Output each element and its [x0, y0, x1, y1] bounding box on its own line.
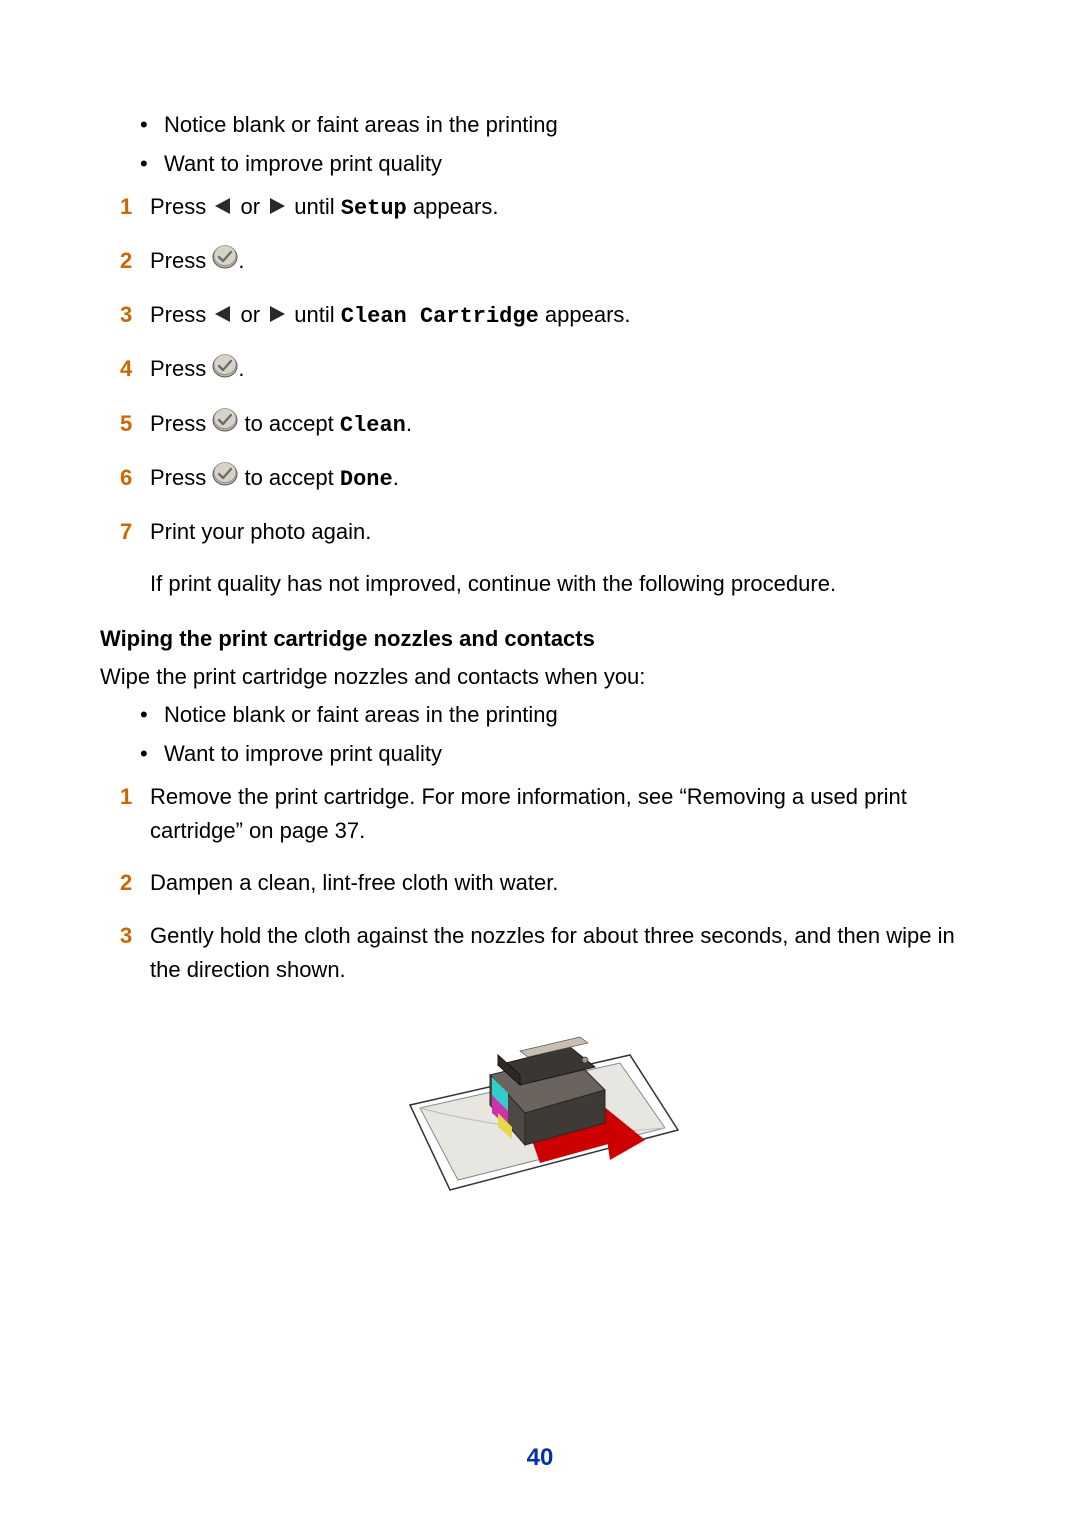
bullet-item: Notice blank or faint areas in the print… — [140, 108, 980, 141]
step-text: Dampen a clean, lint-free cloth with wat… — [150, 870, 558, 895]
check-button-icon — [212, 407, 238, 443]
step-text: . — [238, 356, 244, 381]
bullet-item: Notice blank or faint areas in the print… — [140, 698, 980, 731]
step-number: 1 — [120, 190, 132, 224]
bullet-list-2: Notice blank or faint areas in the print… — [100, 698, 980, 770]
bullet-list-1: Notice blank or faint areas in the print… — [100, 108, 980, 180]
cartridge-wipe-diagram — [100, 1005, 980, 1230]
numbered-list-1: 1 Press or until Setup appears. 2 Press … — [100, 190, 980, 600]
step-text: appears. — [407, 194, 499, 219]
bullet-item: Want to improve print quality — [140, 737, 980, 770]
step-text: until — [288, 302, 341, 327]
numbered-list-2: 1 Remove the print cartridge. For more i… — [100, 780, 980, 986]
step-text: Press — [150, 248, 212, 273]
step-number: 2 — [120, 244, 132, 278]
check-button-icon — [212, 461, 238, 497]
step-text: . — [393, 465, 399, 490]
document-page: Notice blank or faint areas in the print… — [0, 0, 1080, 1532]
left-arrow-icon — [212, 191, 234, 225]
step-text: . — [406, 411, 412, 436]
intro-text: Wipe the print cartridge nozzles and con… — [100, 664, 980, 690]
step-text: to accept — [238, 411, 340, 436]
step-number: 2 — [120, 866, 132, 900]
step-subtext: If print quality has not improved, conti… — [150, 567, 980, 600]
step-4: 4 Press . — [120, 352, 980, 388]
step-text: Remove the print cartridge. For more inf… — [150, 784, 907, 843]
step-number: 3 — [120, 919, 132, 953]
step-number: 7 — [120, 515, 132, 549]
step-text: until — [288, 194, 341, 219]
step-2: 2 Press . — [120, 244, 980, 280]
step-1b: 1 Remove the print cartridge. For more i… — [120, 780, 980, 848]
right-arrow-icon — [266, 191, 288, 225]
step-number: 3 — [120, 298, 132, 332]
step-text: Gently hold the cloth against the nozzle… — [150, 923, 955, 982]
step-text: or — [234, 302, 266, 327]
step-text: or — [234, 194, 266, 219]
step-text: Press — [150, 194, 212, 219]
mono-text: Clean — [340, 413, 406, 438]
section-heading: Wiping the print cartridge nozzles and c… — [100, 626, 980, 652]
step-number: 5 — [120, 407, 132, 441]
step-2b: 2 Dampen a clean, lint-free cloth with w… — [120, 866, 980, 900]
step-text: appears. — [539, 302, 631, 327]
page-number: 40 — [0, 1444, 1080, 1472]
left-arrow-icon — [212, 299, 234, 333]
bullet-item: Want to improve print quality — [140, 147, 980, 180]
step-text: Press — [150, 465, 212, 490]
step-text: Press — [150, 302, 212, 327]
step-number: 6 — [120, 461, 132, 495]
step-text: Press — [150, 411, 212, 436]
step-5: 5 Press to accept Clean. — [120, 407, 980, 443]
step-number: 4 — [120, 352, 132, 386]
check-button-icon — [212, 244, 238, 280]
step-text: Press — [150, 356, 212, 381]
step-text: to accept — [238, 465, 340, 490]
step-text: Print your photo again. — [150, 519, 371, 544]
mono-text: Clean Cartridge — [341, 304, 539, 329]
step-6: 6 Press to accept Done. — [120, 461, 980, 497]
step-1: 1 Press or until Setup appears. — [120, 190, 980, 226]
mono-text: Done — [340, 467, 393, 492]
step-3b: 3 Gently hold the cloth against the nozz… — [120, 919, 980, 987]
step-3: 3 Press or until Clean Cartridge appears… — [120, 298, 980, 334]
step-number: 1 — [120, 780, 132, 814]
step-7: 7 Print your photo again. If print quali… — [120, 515, 980, 600]
mono-text: Setup — [341, 196, 407, 221]
check-button-icon — [212, 353, 238, 389]
right-arrow-icon — [266, 299, 288, 333]
step-text: . — [238, 248, 244, 273]
